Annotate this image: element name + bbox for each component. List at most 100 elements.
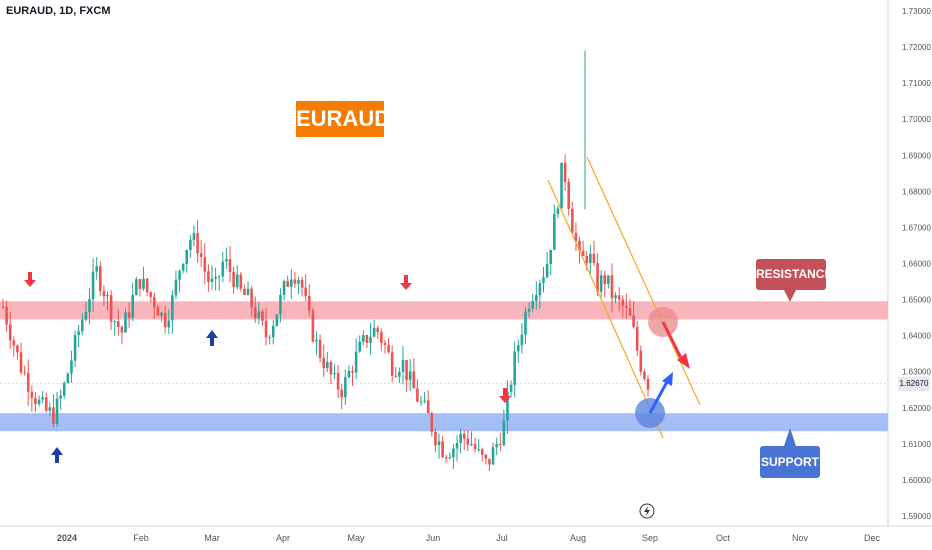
candle-body [560,162,563,209]
candle-body [268,337,271,339]
candle-body [534,295,538,301]
candle-body [235,274,239,288]
candle-body [513,351,516,385]
candle-body [470,443,473,445]
candle-body [55,398,59,424]
candle-body [625,305,628,308]
candle-body [214,276,217,279]
candle-body [466,438,470,445]
candle-body [315,339,318,342]
candle-body [617,295,621,300]
bullish-projection-arrow [648,379,670,414]
candle-body [232,271,235,288]
candle-body [437,441,441,446]
candle-body [480,449,484,455]
candle-body [542,277,545,284]
candle-body [498,443,502,446]
candle-body [91,271,95,300]
resistance-callout-pointer [784,290,796,302]
x-tick-label: Nov [792,533,809,543]
candle-body [167,320,171,328]
candle-body [66,373,70,383]
candle-body [462,433,466,439]
down-arrow-icon [400,283,412,290]
down-arrow-icon [28,272,32,280]
candle-body [333,372,336,375]
candle-body [426,400,430,414]
y-tick-label: 1.66000 [902,260,931,269]
candle-body [135,279,138,296]
candle-body [73,335,77,361]
channel-lower-line [547,179,664,439]
candle-body [538,283,542,296]
candle-body [271,325,275,338]
candle-body [502,420,506,446]
candle-body [243,288,246,295]
y-tick-label: 1.71000 [902,79,931,88]
candle-body [448,457,452,459]
candle-body [318,339,322,358]
y-tick-label: 1.61000 [902,440,931,449]
candle-body [354,351,358,373]
candle-body [394,375,398,377]
candle-body [336,372,340,390]
candle-body [225,259,228,262]
y-tick-label: 1.59000 [902,512,931,521]
candle-body [300,279,304,288]
candle-body [117,321,120,328]
candle-body [574,232,578,241]
candle-body [293,279,297,284]
x-tick-label: May [347,533,365,543]
candle-body [88,299,91,313]
resistance-label: RESISTANCE [756,259,832,290]
bullish-arrow-head-icon [662,372,673,386]
up-arrow-icon [206,330,218,338]
candle-body [340,389,344,398]
y-tick-label: 1.62000 [902,404,931,413]
candle-body [531,300,534,309]
candle-body [549,249,553,265]
candle-body [286,281,289,287]
candle-body [452,448,455,458]
candle-body [289,279,293,287]
candle-body [102,291,106,297]
candle-body [185,249,189,264]
candle-body [322,357,325,369]
candle-body [563,162,567,182]
candle-body [369,336,372,343]
candle-body [390,352,394,376]
candle-body [221,261,225,277]
x-tick-label: Aug [570,533,586,543]
candle-body [383,343,387,346]
candle-body [444,457,448,459]
candle-body [607,275,610,285]
candle-body [441,441,444,458]
candle-body [491,447,495,465]
candle-body [113,321,117,323]
candle-body [524,311,527,335]
candle-body [250,288,253,308]
candle-body [153,297,156,308]
y-tick-label: 1.70000 [902,115,931,124]
candle-body [264,320,268,338]
channel-upper-line [586,156,701,406]
candle-body [48,407,52,411]
candle-body [589,253,592,264]
candle-body [16,345,19,353]
up-arrow-icon [51,447,63,455]
candle-body [372,327,376,337]
candle-body [614,295,617,299]
candle-body [380,332,383,344]
lightning-icon [644,506,650,516]
down-arrow-icon [24,280,36,287]
x-tick-label: Jun [426,533,441,543]
candle-body [228,259,232,272]
y-tick-label: 1.69000 [902,151,931,160]
candle-body [477,449,480,451]
candle-body [527,308,531,312]
x-tick-label: Mar [204,533,220,543]
candle-body [98,266,102,292]
bearish-projection-arrow [661,321,685,363]
support-zone [0,413,888,432]
